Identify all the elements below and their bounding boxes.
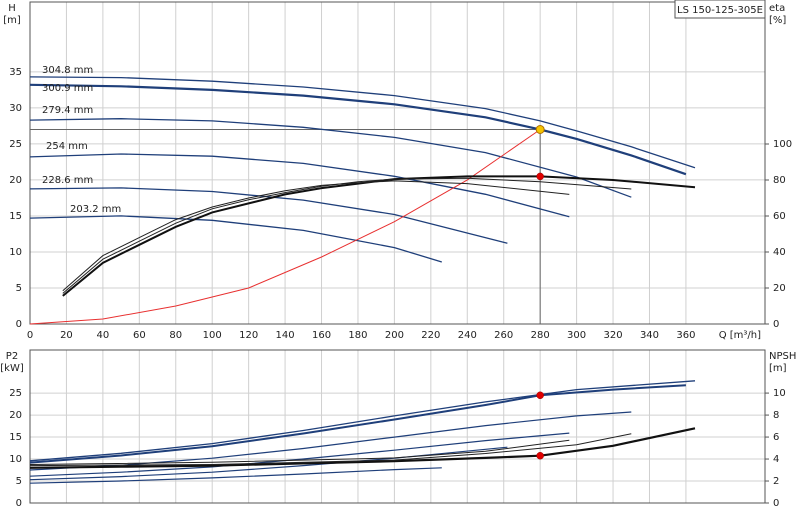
y-tick-label: 15: [9, 211, 22, 222]
x-tick-label: 40: [97, 330, 110, 341]
y2-tick-label: 2: [773, 476, 779, 487]
x-tick-label: 240: [458, 330, 477, 341]
x-tick-label: 180: [348, 330, 367, 341]
y2-tick-label: 40: [773, 247, 786, 258]
curve-label: 279.4 mm: [42, 105, 93, 116]
x-tick-label: 0: [27, 330, 33, 341]
x-tick-label: 80: [169, 330, 182, 341]
y2-tick-label: 10: [773, 388, 786, 399]
y-tick-label: 15: [9, 432, 22, 443]
curve-label: 203.2 mm: [70, 204, 121, 215]
marker: [536, 391, 544, 400]
curve: [29, 439, 570, 465]
x-tick-label: 300: [567, 330, 586, 341]
y-tick-label: 20: [9, 175, 22, 186]
x-tick-label: 100: [203, 330, 222, 341]
y2-axis-unit: [m]: [769, 363, 787, 374]
x-tick-label: 360: [676, 330, 695, 341]
curve: [29, 467, 442, 484]
y2-axis-label: NPSH: [769, 351, 796, 362]
y2-axis-label: eta: [769, 3, 785, 14]
y2-tick-label: 100: [773, 139, 792, 150]
y2-axis-unit: [%]: [769, 15, 786, 26]
y-axis-label: H: [8, 3, 16, 14]
x-axis-label: Q [m³/h]: [719, 330, 761, 341]
curve: [29, 380, 696, 462]
marker: [536, 451, 544, 460]
curve: [29, 411, 632, 471]
curve: [29, 83, 687, 176]
y-tick-label: 30: [9, 103, 22, 114]
curve: [29, 432, 570, 477]
curve: [29, 129, 541, 325]
curve: [29, 427, 696, 469]
curve: [29, 384, 686, 464]
title-box: [674, 0, 766, 19]
curve-label: 254 mm: [46, 141, 88, 152]
plot-frame: [29, 349, 766, 504]
y2-tick-label: 8: [773, 410, 779, 421]
duty-point: [535, 125, 545, 135]
x-tick-label: 220: [421, 330, 440, 341]
y-tick-label: 25: [9, 388, 22, 399]
y-tick-label: 5: [16, 283, 22, 294]
x-tick-label: 20: [60, 330, 73, 341]
y-tick-label: 35: [9, 67, 22, 78]
curve-label: 304.8 mm: [42, 65, 93, 76]
y-tick-label: 0: [16, 498, 22, 509]
x-tick-label: 200: [385, 330, 404, 341]
y-axis-unit: [m]: [3, 15, 21, 26]
x-tick-label: 160: [312, 330, 331, 341]
y2-tick-label: 6: [773, 432, 779, 443]
x-tick-label: 340: [640, 330, 659, 341]
chart-title: LS 150-125-305E: [677, 5, 763, 16]
y-tick-label: 0: [16, 319, 22, 330]
marker: [536, 172, 544, 181]
x-tick-label: 140: [276, 330, 295, 341]
y-tick-label: 20: [9, 410, 22, 421]
y-tick-label: 10: [9, 247, 22, 258]
y2-tick-label: 0: [773, 319, 779, 330]
x-tick-label: 320: [603, 330, 622, 341]
y-tick-label: 10: [9, 454, 22, 465]
curve: [62, 177, 632, 294]
curve-label: 228.6 mm: [42, 175, 93, 186]
curve: [29, 215, 442, 263]
curve: [29, 118, 632, 198]
y2-tick-label: 80: [773, 175, 786, 186]
curve-label: 300.9 mm: [42, 83, 93, 94]
curve: [29, 76, 696, 169]
x-tick-label: 260: [494, 330, 513, 341]
y2-tick-label: 20: [773, 283, 786, 294]
y2-tick-label: 4: [773, 454, 779, 465]
x-tick-label: 280: [531, 330, 550, 341]
y2-tick-label: 0: [773, 498, 779, 509]
y-tick-label: 5: [16, 476, 22, 487]
curve: [62, 180, 570, 292]
plot-frame: [29, 1, 766, 325]
curve: [29, 433, 632, 467]
y-axis-unit: [kW]: [0, 363, 24, 374]
y-tick-label: 25: [9, 139, 22, 150]
y-axis-label: P2: [6, 351, 18, 362]
curve: [29, 153, 570, 218]
x-tick-label: 120: [239, 330, 258, 341]
y2-tick-label: 60: [773, 211, 786, 222]
x-tick-label: 60: [133, 330, 146, 341]
curve: [62, 175, 696, 297]
